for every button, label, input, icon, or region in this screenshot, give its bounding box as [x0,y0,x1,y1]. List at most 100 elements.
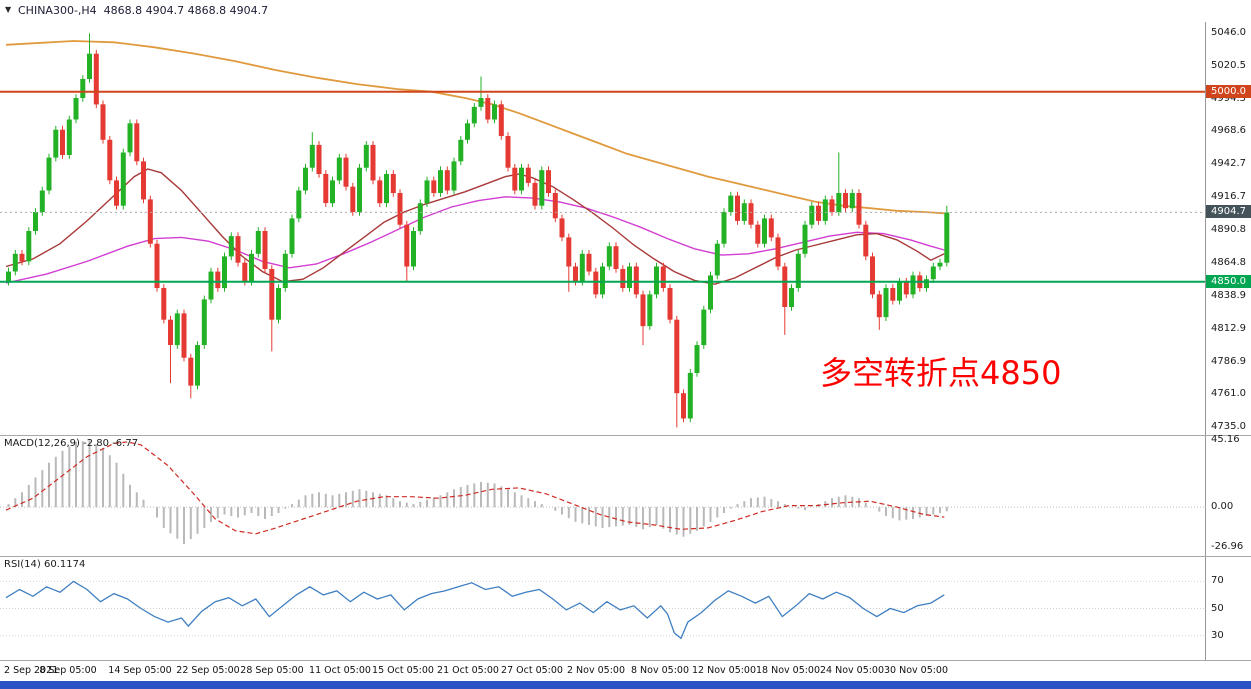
candle-body [417,203,423,232]
candle-body [667,288,673,320]
candle-body [397,193,403,225]
candle-body [681,393,686,419]
candle-body [60,129,65,155]
price-axis[interactable]: 5046.0 5020.5 4994.5 4968.6 4942.7 4916.7 4890… [1205,22,1251,435]
rsi-axis[interactable]: 70 50 30 [1205,557,1251,660]
price-chart-panel[interactable]: 多空转折点4850 [0,22,1205,435]
candle-body [370,144,376,181]
candle-body [242,262,248,282]
candle-body [816,205,821,221]
candle-body [546,170,551,193]
candle-body [222,256,227,289]
candle-body [46,157,52,191]
candle-body [87,53,92,79]
candle-body [39,190,45,212]
candle-body [802,224,808,254]
candle-body [579,253,585,282]
candle-body [741,203,747,221]
candle-body [620,269,626,288]
time-axis[interactable]: 2 Sep 2021 8 Sep 05:00 14 Sep 05:00 22 Sep … [0,661,1251,681]
candle-body [107,139,113,181]
candle-body [431,180,437,194]
candle-body [863,224,869,257]
candle-body [147,199,153,244]
candle-body [735,195,740,221]
candle-body [33,212,38,231]
candle-body [303,167,308,191]
candle-body [478,98,484,107]
price-axis-label: 4812.9 [1211,322,1246,334]
chart-annotation: 多空转折点4850 [820,354,1062,392]
ma-fast-line [5,168,945,285]
candle-body [519,167,524,191]
price-axis-label: 4864.8 [1211,256,1246,268]
chart-header: ▼ CHINA300-,H4 4868.8 4904.7 4868.8 4904… [0,0,1251,22]
candle-body [627,266,632,288]
ma-mid-line [5,196,945,284]
candle-body [66,119,72,155]
candle-body [235,236,241,263]
rsi-chart[interactable] [0,557,1205,660]
candle-body [721,212,727,244]
candle-body [141,161,146,200]
macd-histogram [7,440,948,545]
candle-body [424,180,430,204]
chart-ohlc-readout: CHINA300-,H4 4868.8 4904.7 4868.8 4904.7 [18,4,269,17]
candle-body [100,104,106,140]
candle-body [897,281,902,301]
candle-body [444,170,450,191]
candle-body [471,106,477,124]
candle-body [330,180,335,204]
candle-body [930,266,936,280]
candle-body [687,372,693,419]
candle-body [458,139,464,162]
candlestick-chart[interactable] [0,22,1205,435]
rsi-axis-label: 30 [1211,629,1224,641]
candle-body [350,186,356,212]
candle-body [228,236,234,257]
symbol-dropdown-icon[interactable]: ▼ [5,5,12,14]
ma-slow-line [5,40,945,215]
time-axis-label: 15 Oct 05:00 [372,665,434,676]
macd-chart[interactable] [0,436,1205,556]
macd-panel[interactable]: MACD(12,26,9) -2.80 -6.77 [0,436,1205,556]
candle-body [161,288,167,320]
horizontal-level-lines [0,90,1205,283]
candle-body [829,199,835,213]
candle-body [532,182,538,206]
time-axis-label: 12 Nov 05:00 [691,665,757,676]
candle-body [701,309,707,346]
candle-body [154,243,160,288]
candle-body [6,271,11,282]
rsi-panel[interactable]: RSI(14) 60.1174 [0,557,1205,660]
candle-body [93,53,99,105]
candle-body [937,262,943,267]
candle-body [80,79,86,98]
candle-body [465,123,470,140]
candle-body [498,104,504,136]
candle-body [438,170,443,193]
price-axis-label: 4735.0 [1211,421,1246,433]
candle-body [363,144,369,168]
candle-body [384,174,389,204]
candle-body [593,271,599,295]
candle-body [809,205,815,225]
candle-body [377,180,383,204]
candle-body [843,193,848,209]
time-axis-label: 11 Oct 05:00 [309,665,371,676]
candle-body [188,357,194,386]
time-axis-label: 24 Nov 05:00 [819,665,885,676]
macd-axis[interactable]: 45.16 0.00 -26.96 [1205,434,1251,556]
candle-body [505,136,511,168]
price-axis-label: 4838.9 [1211,289,1246,301]
moving-averages [5,40,945,285]
candle-body [411,231,416,267]
candle-body [114,180,119,206]
price-axis-label: 5046.0 [1211,27,1246,39]
candle-body [789,288,794,307]
price-axis-label: 4890.8 [1211,224,1246,236]
price-axis-label: 4761.0 [1211,388,1246,400]
candle-body [525,167,531,183]
time-axis-label: 18 Nov 05:00 [755,665,821,676]
